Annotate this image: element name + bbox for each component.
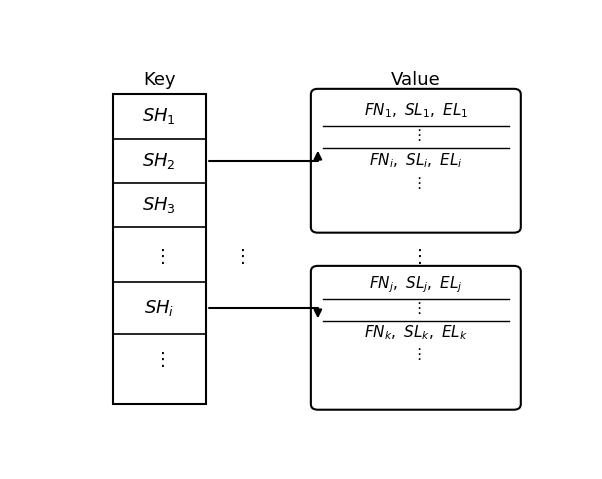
Text: $\vdots$: $\vdots$ [411, 346, 421, 363]
Text: $FN_{j},\ SL_{j},\ EL_{j}$: $FN_{j},\ SL_{j},\ EL_{j}$ [369, 274, 463, 295]
Text: $SH_{3}$: $SH_{3}$ [142, 195, 176, 215]
Text: $\vdots$: $\vdots$ [411, 175, 421, 191]
Text: $\vdots$: $\vdots$ [154, 247, 165, 266]
Text: $\vdots$: $\vdots$ [411, 300, 421, 316]
FancyBboxPatch shape [311, 89, 521, 233]
Text: Key: Key [143, 70, 176, 89]
Text: $\vdots$: $\vdots$ [154, 351, 165, 369]
Text: $\vdots$: $\vdots$ [232, 247, 244, 266]
Text: $FN_i,\ SL_i,\ EL_i$: $FN_i,\ SL_i,\ EL_i$ [369, 151, 463, 170]
Text: $FN_{1},\ SL_{1},\ EL_{1}$: $FN_{1},\ SL_{1},\ EL_{1}$ [364, 102, 468, 120]
Text: $\vdots$: $\vdots$ [410, 247, 422, 266]
Text: $SH_{1}$: $SH_{1}$ [142, 106, 176, 126]
Text: Value: Value [391, 70, 441, 89]
Text: $SH_{2}$: $SH_{2}$ [143, 151, 176, 171]
Text: $SH_{i}$: $SH_{i}$ [144, 298, 175, 318]
Text: $FN_{k},\ SL_{k},\ EL_{k}$: $FN_{k},\ SL_{k},\ EL_{k}$ [364, 323, 468, 342]
FancyBboxPatch shape [113, 94, 206, 404]
FancyBboxPatch shape [311, 266, 521, 410]
Text: $\vdots$: $\vdots$ [411, 127, 421, 143]
